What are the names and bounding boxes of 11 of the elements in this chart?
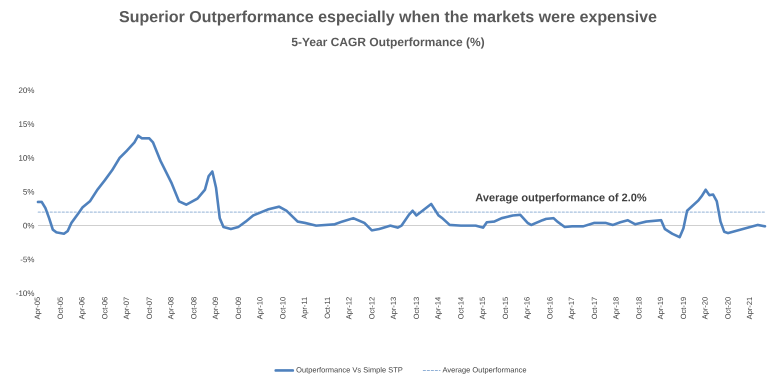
y-tick-label: -5% xyxy=(20,256,34,262)
y-tick-label: 10% xyxy=(19,155,34,161)
y-tick-label: -10% xyxy=(16,290,34,296)
y-tick-label: 0% xyxy=(23,222,34,228)
chart-subtitle: 5-Year CAGR Outperformance (%) xyxy=(292,37,484,49)
y-tick-label: 15% xyxy=(19,121,34,127)
y-tick-label: 20% xyxy=(18,87,34,94)
line-series xyxy=(36,134,766,238)
annotation: Average outperformance of 2.0% xyxy=(476,193,646,204)
chart-title: Superior Outperformance especially when the markets were expensive xyxy=(119,10,656,26)
y-tick-label: 5% xyxy=(23,188,34,195)
